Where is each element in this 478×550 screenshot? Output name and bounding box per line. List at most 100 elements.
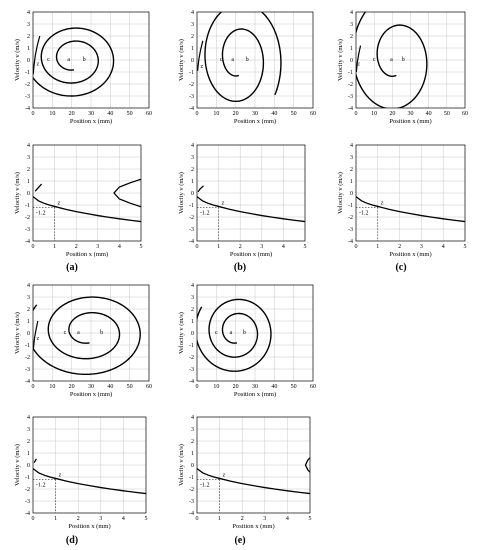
- x-tick-label: 3: [420, 244, 423, 250]
- y-tick-label: -4: [348, 106, 353, 112]
- y-tick-label: 4: [191, 10, 194, 16]
- y-tick-label: 3: [27, 22, 30, 28]
- y-tick-label: 2: [27, 439, 30, 445]
- plot-frame: [32, 284, 150, 382]
- x-tick-label: 1: [218, 516, 221, 522]
- y-tick-label: 1: [27, 319, 30, 325]
- y-tick-label: -4: [25, 379, 30, 385]
- x-axis-label: Position x (mm): [70, 118, 112, 125]
- y-tick-label: -2: [348, 82, 353, 88]
- trajectory-branch: [356, 45, 362, 73]
- point-label-b: b: [402, 57, 405, 63]
- x-tick-label: 4: [282, 244, 285, 250]
- x-tick-label: 40: [107, 384, 113, 390]
- x-tick-label: 4: [442, 244, 445, 250]
- y-tick-label: -4: [25, 511, 30, 517]
- x-tick-label: 10: [213, 111, 219, 117]
- subfigure-label-c: (c): [395, 262, 406, 273]
- y-tick-label: 0: [27, 463, 30, 469]
- y-tick-label: 4: [27, 415, 30, 421]
- y-tick-label: -2: [25, 355, 30, 361]
- point-label-z: z: [36, 336, 39, 342]
- x-tick-label: 20: [69, 384, 75, 390]
- x-tick-label: 1: [54, 516, 57, 522]
- series-group: [197, 457, 310, 495]
- x-tick-label: 0: [196, 244, 199, 250]
- y-axis-label: Velocity v (m/s): [14, 39, 21, 81]
- x-tick-label: 30: [88, 384, 94, 390]
- y-tick-label: 3: [27, 427, 30, 433]
- y-axis-label: Velocity v (m/s): [337, 39, 344, 81]
- y-tick-label: -2: [25, 82, 30, 88]
- y-tick-label: -3: [25, 94, 30, 100]
- y-tick-label: 4: [27, 143, 30, 149]
- x-tick-label: 0: [196, 384, 199, 390]
- chart-e-bottom: 0 1 2 3 4 5 -4 -3 -2 -1 0 1 2 3 4 Position x (mm) Veloci…: [178, 415, 312, 530]
- trajectory-line: [33, 468, 146, 495]
- x-axis-label: Position x (mm): [70, 391, 112, 398]
- y-tick-label: 4: [350, 10, 353, 16]
- chart-a-top: 0 10 20 30 40 50 60 -4 -3 -2 -1 0 1 2 3 4 Position x (mm…: [14, 10, 152, 125]
- y-tick-label: -2: [189, 355, 194, 361]
- x-tick-label: 10: [49, 384, 55, 390]
- y-tick-label: -4: [348, 239, 353, 245]
- y-tick-label: 1: [191, 319, 194, 325]
- y-tick-label: 2: [27, 307, 30, 313]
- plot-frame: [32, 11, 150, 109]
- x-tick-label: 5: [145, 516, 148, 522]
- plot-frame: [196, 284, 314, 382]
- point-label-c: c: [215, 330, 218, 336]
- x-tick-label: 0: [355, 244, 358, 250]
- y-tick-label: 0: [350, 58, 353, 64]
- y-tick-label: -4: [189, 239, 194, 245]
- trajectory-line: [197, 468, 310, 495]
- x-tick-label: 3: [260, 244, 263, 250]
- y-axis-label: Velocity v (m/s): [178, 312, 185, 354]
- x-tick-label: 50: [291, 384, 297, 390]
- x-tick-label: 2: [75, 244, 78, 250]
- subfigure-label-a: (a): [66, 262, 78, 273]
- point-label-z: z: [357, 62, 360, 68]
- plot-frame: [32, 144, 142, 242]
- point-label-z: z: [36, 62, 39, 68]
- y-tick-label: 3: [191, 155, 194, 161]
- y-tick-label: 0: [350, 191, 353, 197]
- y-tick-label: 3: [191, 427, 194, 433]
- point-label-c: c: [47, 57, 50, 63]
- x-tick-label: 1: [53, 244, 56, 250]
- y-tick-label: 0: [191, 191, 194, 197]
- point-label-a: a: [67, 57, 70, 63]
- series-group: [197, 12, 282, 103]
- x-tick-label: 0: [196, 516, 199, 522]
- trajectory-line: [197, 185, 204, 193]
- series-group: [33, 296, 141, 376]
- point-label-c: c: [373, 57, 376, 63]
- y-tick-label: -1: [25, 475, 30, 481]
- y-tick-label: 2: [350, 167, 353, 173]
- point-label-a: a: [390, 57, 393, 63]
- spiral-trajectory: [33, 27, 115, 97]
- trajectory-line: [33, 458, 37, 463]
- x-tick-label: 40: [426, 111, 432, 117]
- y-tick-label: 1: [27, 46, 30, 52]
- x-tick-label: 30: [252, 384, 258, 390]
- point-label-z: z: [381, 200, 384, 206]
- y-tick-label: -4: [189, 511, 194, 517]
- spiral-trajectory: [33, 296, 141, 376]
- x-tick-label: 40: [271, 111, 277, 117]
- point-label-b: b: [100, 330, 103, 336]
- y-tick-label: 3: [191, 22, 194, 28]
- marker-value-label: -1.2: [200, 482, 210, 488]
- x-axis-label: Position x (mm): [66, 251, 108, 258]
- y-tick-label: 4: [27, 10, 30, 16]
- trajectory-line: [356, 196, 465, 223]
- x-tick-label: 2: [398, 244, 401, 250]
- x-axis-label: Position x (mm): [232, 523, 274, 530]
- chart-a-bottom: 0 1 2 3 4 5 -4 -3 -2 -1 0 1 2 3 4 Position x (mm) Veloci…: [14, 143, 143, 258]
- y-tick-label: 4: [191, 143, 194, 149]
- x-tick-label: 10: [371, 111, 377, 117]
- y-tick-label: -1: [25, 70, 30, 76]
- plot-frame: [32, 416, 147, 514]
- y-tick-label: -1: [189, 203, 194, 209]
